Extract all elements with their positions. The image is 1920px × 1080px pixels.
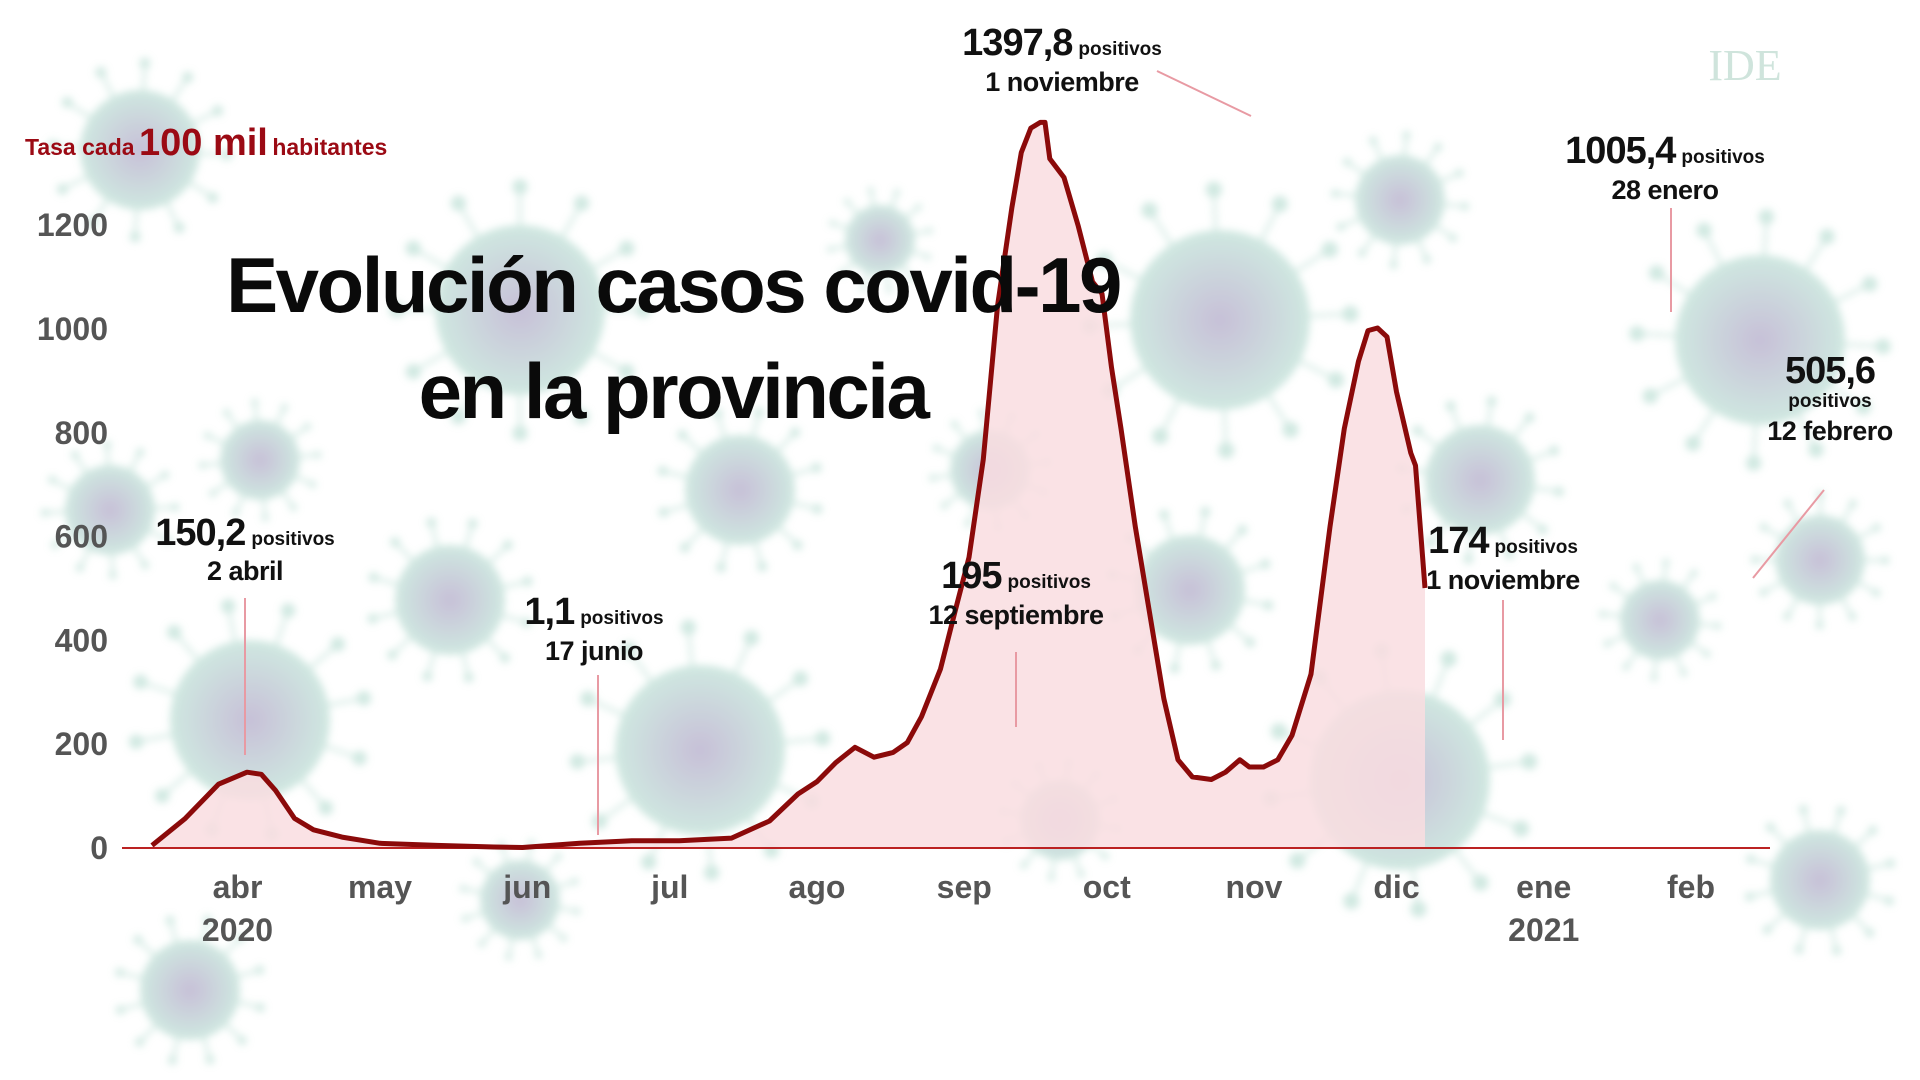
x-tick-label: jul xyxy=(650,869,688,905)
x-tick-label: may xyxy=(348,869,412,905)
annotation-unit: positivos xyxy=(1681,147,1764,168)
y-axis-label: Tasa cada 100 mil habitantes xyxy=(25,122,387,164)
virus-icon xyxy=(459,839,581,961)
annotation-value: 195 xyxy=(941,555,1002,597)
series-line xyxy=(150,119,1428,850)
annotation-unit: positivos xyxy=(251,529,334,550)
virus-icon xyxy=(1750,490,1890,630)
y-tick-label: 200 xyxy=(55,726,108,762)
x-tick-label: oct xyxy=(1083,869,1131,905)
annotation-value: 505,6 xyxy=(1785,350,1875,392)
annotation-value: 150,2 xyxy=(155,512,245,554)
annotation-jun: 1,1 positivos 17 junio xyxy=(524,591,664,835)
annotation-date: 1 noviembre xyxy=(1426,565,1580,595)
y-axis: 0 200 400 600 800 1000 1200 xyxy=(37,207,108,866)
y-tick-label: 1000 xyxy=(37,311,108,347)
virus-icon xyxy=(198,398,322,522)
x-tick-label: abr xyxy=(213,869,263,905)
y-tick-label: 0 xyxy=(90,830,108,866)
annotation-dec-low: 174 positivos 1 noviembre xyxy=(1426,520,1581,740)
annotation-unit: positivos xyxy=(580,608,663,629)
annotation-apr: 150,2 positivos 2 abril xyxy=(155,512,335,755)
annotation-value: 1,1 xyxy=(524,591,575,633)
annotation-date: 17 junio xyxy=(545,636,643,666)
virus-icon xyxy=(1081,181,1359,459)
virus-icon xyxy=(1331,131,1469,269)
annotation-unit: positivos xyxy=(1495,537,1578,558)
x-year-label: 2021 xyxy=(1508,912,1579,948)
annotation-date: 12 febrero xyxy=(1767,416,1893,446)
chart-title: Evolución casos covid-19 xyxy=(226,241,1120,329)
logo-text: IDE xyxy=(1708,41,1781,90)
annotation-date: 1 noviembre xyxy=(985,67,1139,97)
y-tick-label: 800 xyxy=(55,415,108,451)
x-axis: abr 2020 may jun jul ago sep oct nov dic ene 2021 fe… xyxy=(202,869,1715,948)
x-tick-label: ago xyxy=(789,869,846,905)
annotation-value: 1005,4 xyxy=(1565,130,1676,172)
virus-icon xyxy=(367,517,533,683)
annotation-nov-peak: 1397,8 positivos 1 noviembre xyxy=(962,22,1252,117)
chart-subtitle: en la provincia xyxy=(419,347,931,435)
x-tick-label: feb xyxy=(1667,869,1715,905)
virus-icon xyxy=(657,407,823,573)
y-tick-label: 600 xyxy=(55,519,108,555)
x-tick-label: nov xyxy=(1226,869,1283,905)
y-tick-label: 400 xyxy=(55,622,108,658)
annotation-date: 28 enero xyxy=(1611,175,1718,205)
annotation-leader xyxy=(1156,70,1252,117)
annotation-feb-last: 505,6 positivos 12 febrero xyxy=(1752,350,1893,579)
annotation-sep: 195 positivos 12 septiembre xyxy=(928,555,1105,727)
x-tick-label: jun xyxy=(502,869,551,905)
logo: IDE xyxy=(1690,35,1800,95)
virus-icon xyxy=(115,915,265,1065)
annotation-value: 174 xyxy=(1428,520,1489,562)
annotation-unit: positivos xyxy=(1078,39,1161,60)
virus-icon xyxy=(1629,209,1891,471)
x-year-label: 2020 xyxy=(202,912,273,948)
virus-icon xyxy=(47,57,233,243)
annotation-leader xyxy=(1752,489,1825,579)
virus-icon xyxy=(1744,804,1896,956)
x-tick-label: sep xyxy=(937,869,992,905)
area-fill xyxy=(152,122,1425,848)
annotation-unit: positivos xyxy=(1008,572,1091,593)
annotation-jan-peak: 1005,4 positivos 28 enero xyxy=(1565,130,1765,312)
annotation-value: 1397,8 xyxy=(962,22,1072,64)
annotation-date: 2 abril xyxy=(207,556,283,586)
virus-icon xyxy=(389,179,651,441)
annotation-unit: positivos xyxy=(1788,391,1871,412)
virus-icon xyxy=(826,186,934,294)
annotation-date: 12 septiembre xyxy=(928,600,1104,630)
virus-icon xyxy=(128,598,372,842)
virus-icon xyxy=(40,440,180,580)
y-tick-label: 1200 xyxy=(37,207,108,243)
x-tick-label: dic xyxy=(1373,869,1419,905)
virus-icon xyxy=(1598,558,1722,682)
x-tick-label: ene xyxy=(1516,869,1571,905)
